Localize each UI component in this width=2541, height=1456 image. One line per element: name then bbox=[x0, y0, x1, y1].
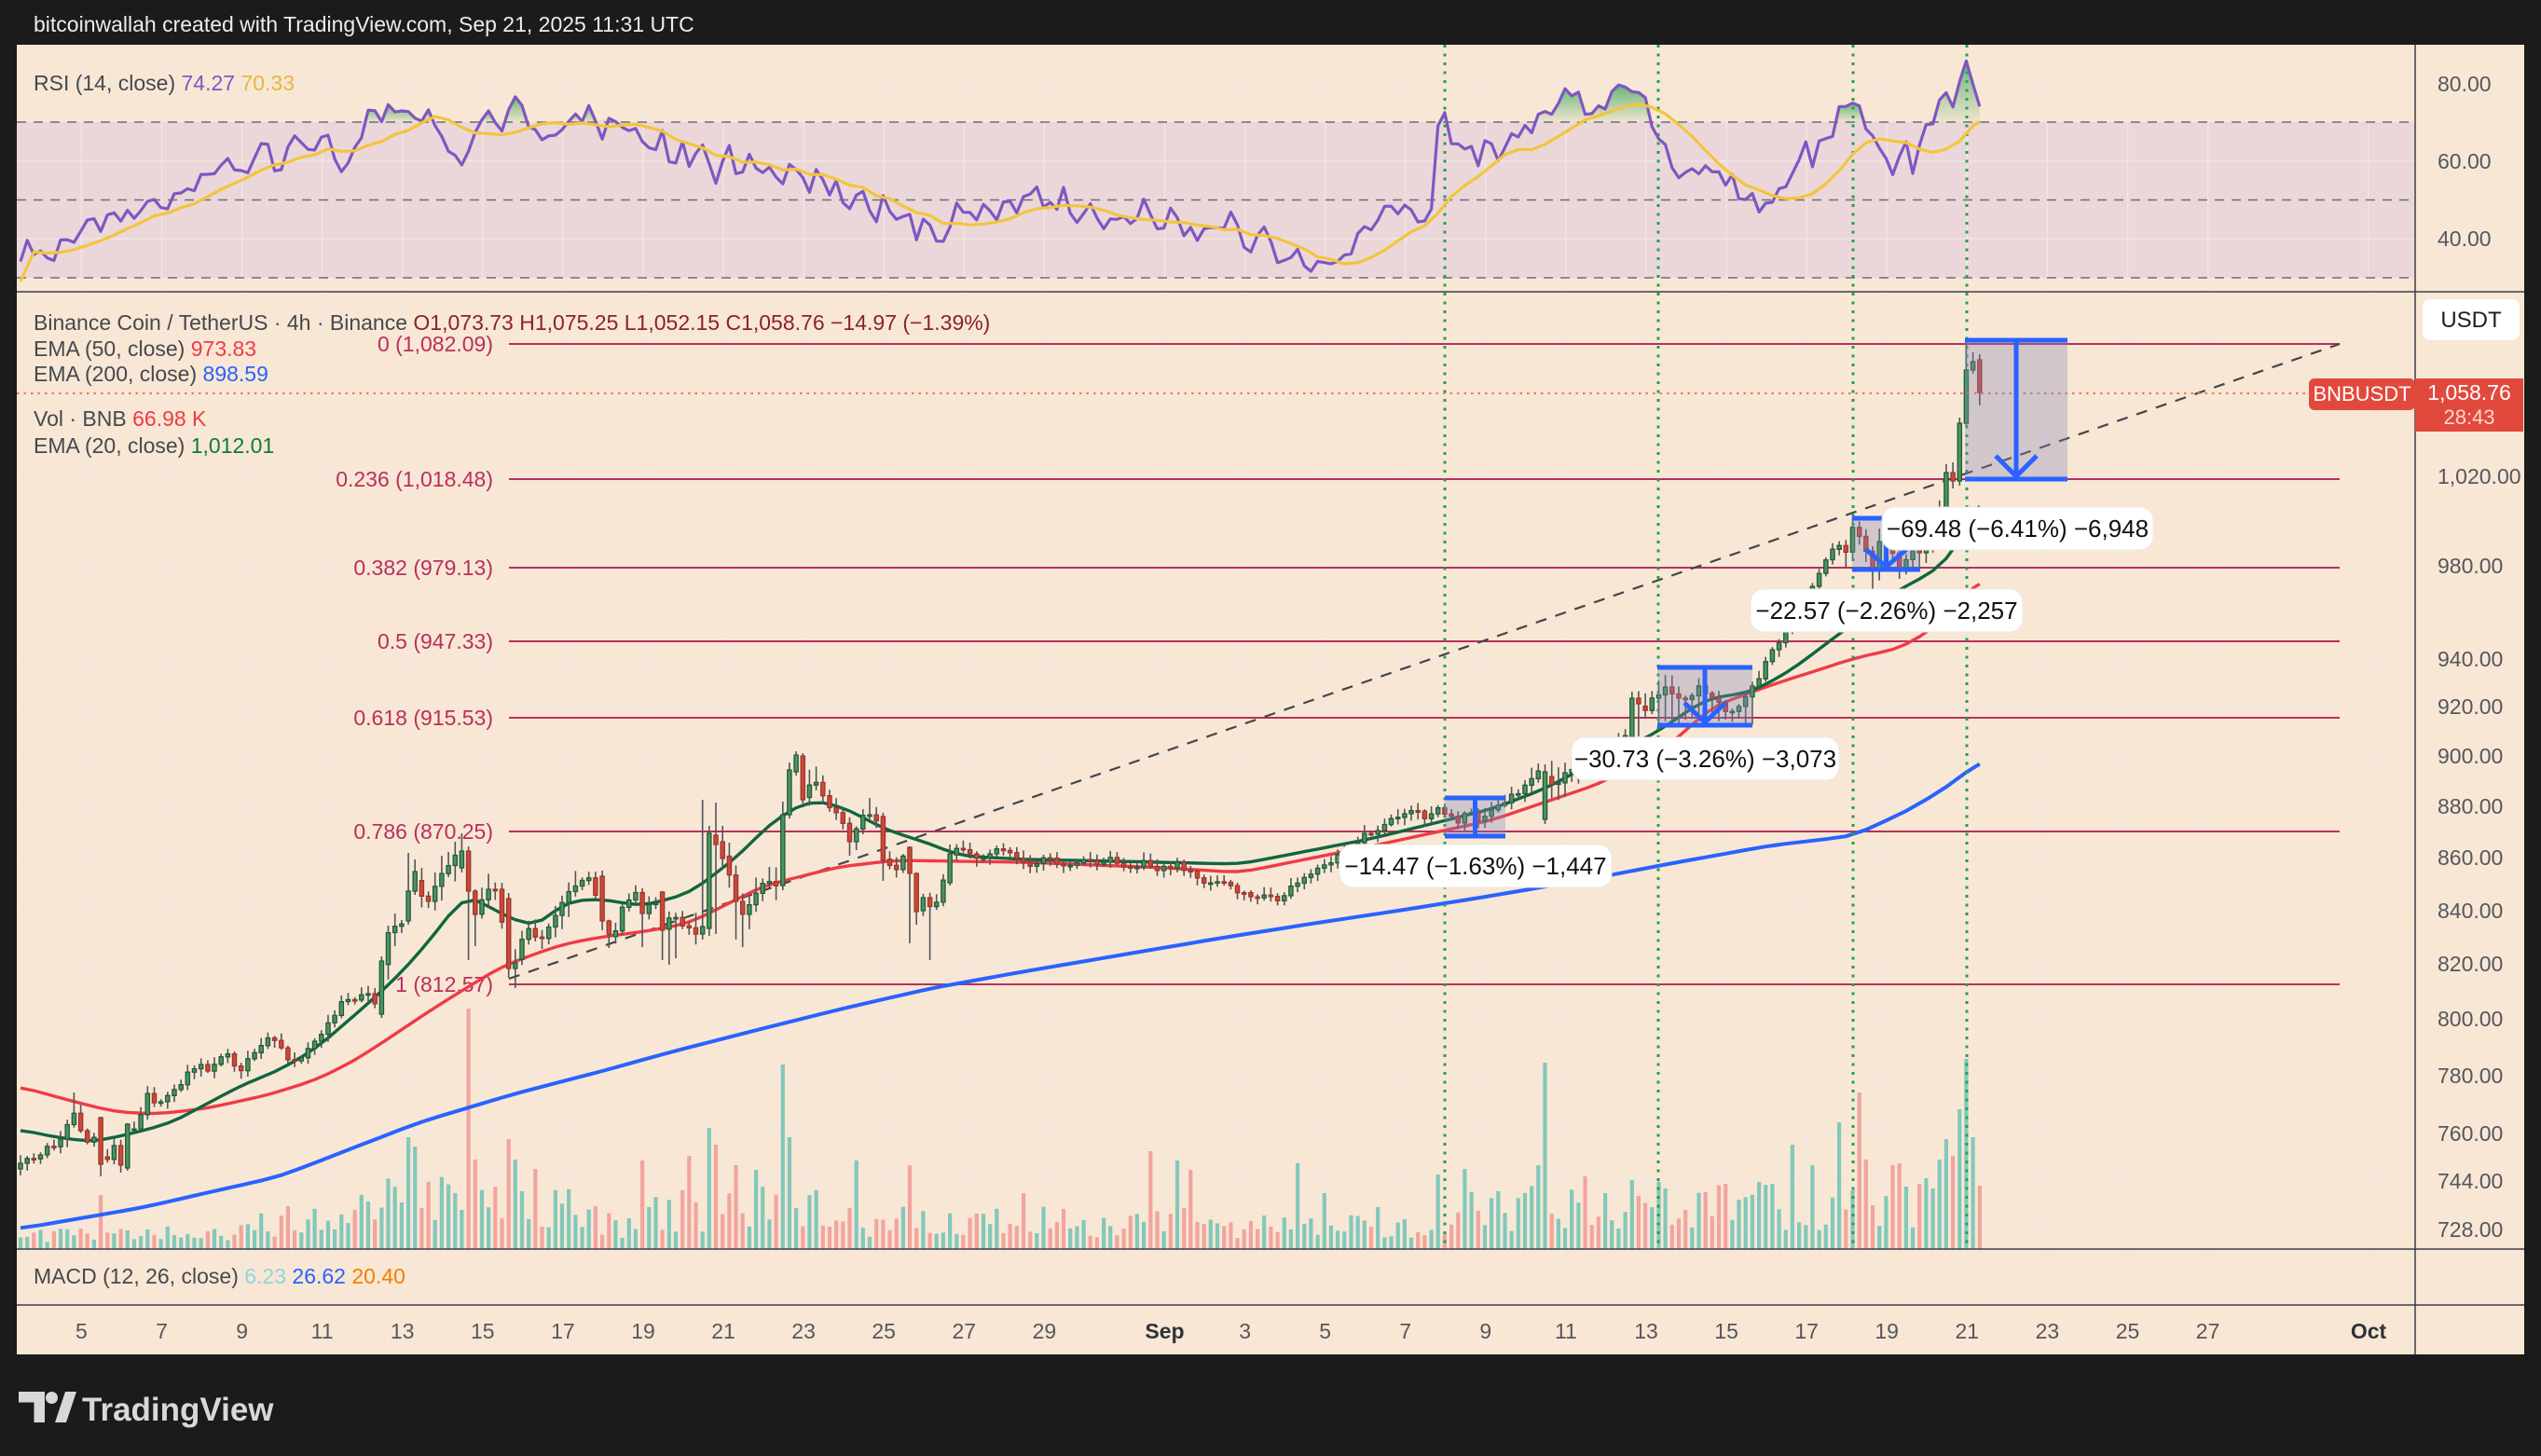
svg-text:920.00: 920.00 bbox=[2438, 694, 2503, 719]
svg-text:EMA (20, close) 1,012.01: EMA (20, close) 1,012.01 bbox=[34, 433, 274, 458]
svg-text:MACD (12, 26, close) 6.23 26: MACD (12, 26, close) 6.23 26.62 20.40 bbox=[34, 1264, 405, 1288]
svg-text:800.00: 800.00 bbox=[2438, 1007, 2503, 1031]
svg-text:29: 29 bbox=[1033, 1319, 1057, 1343]
svg-text:15: 15 bbox=[471, 1319, 495, 1343]
svg-text:0.236 (1,018.48): 0.236 (1,018.48) bbox=[336, 467, 493, 491]
svg-text:−69.48 (−6.41%) −6,948: −69.48 (−6.41%) −6,948 bbox=[1887, 515, 2149, 543]
svg-text:25: 25 bbox=[2116, 1319, 2140, 1343]
svg-text:40.00: 40.00 bbox=[2438, 227, 2492, 251]
svg-text:−14.47 (−1.63%) −1,447: −14.47 (−1.63%) −1,447 bbox=[1344, 852, 1606, 880]
svg-text:17: 17 bbox=[551, 1319, 575, 1343]
svg-text:940.00: 940.00 bbox=[2438, 647, 2503, 671]
svg-text:1 (812.57): 1 (812.57) bbox=[395, 972, 493, 996]
svg-text:780.00: 780.00 bbox=[2438, 1064, 2503, 1088]
svg-text:760.00: 760.00 bbox=[2438, 1121, 2503, 1146]
svg-text:13: 13 bbox=[1634, 1319, 1658, 1343]
svg-text:Vol · BNB 66.98 K: Vol · BNB 66.98 K bbox=[34, 406, 207, 431]
svg-text:5: 5 bbox=[1319, 1319, 1331, 1343]
svg-text:5: 5 bbox=[76, 1319, 88, 1343]
svg-text:21: 21 bbox=[711, 1319, 735, 1343]
svg-text:0.786 (870.25): 0.786 (870.25) bbox=[353, 819, 493, 844]
svg-text:880.00: 880.00 bbox=[2438, 794, 2503, 818]
svg-text:0.618 (915.53): 0.618 (915.53) bbox=[353, 706, 493, 730]
svg-text:3: 3 bbox=[1239, 1319, 1251, 1343]
svg-text:27: 27 bbox=[953, 1319, 977, 1343]
svg-text:80.00: 80.00 bbox=[2438, 72, 2492, 96]
svg-text:13: 13 bbox=[391, 1319, 415, 1343]
svg-text:0 (1,082.09): 0 (1,082.09) bbox=[378, 332, 493, 356]
svg-text:BNBUSDT: BNBUSDT bbox=[2313, 382, 2411, 405]
svg-text:11: 11 bbox=[1555, 1319, 1577, 1343]
svg-text:0.382 (979.13): 0.382 (979.13) bbox=[353, 556, 493, 580]
svg-text:744.00: 744.00 bbox=[2438, 1169, 2503, 1193]
svg-text:0.5 (947.33): 0.5 (947.33) bbox=[378, 629, 493, 653]
svg-text:RSI (14, close) 74.27 70.33: RSI (14, close) 74.27 70.33 bbox=[34, 71, 295, 95]
svg-text:11: 11 bbox=[311, 1319, 334, 1343]
svg-text:EMA (50, close) 973.83: EMA (50, close) 973.83 bbox=[34, 337, 256, 361]
svg-text:820.00: 820.00 bbox=[2438, 952, 2503, 976]
svg-text:19: 19 bbox=[631, 1319, 655, 1343]
svg-text:15: 15 bbox=[1714, 1319, 1738, 1343]
svg-text:7: 7 bbox=[156, 1319, 168, 1343]
svg-text:980.00: 980.00 bbox=[2438, 554, 2503, 578]
svg-text:60.00: 60.00 bbox=[2438, 149, 2492, 173]
svg-text:27: 27 bbox=[2196, 1319, 2220, 1343]
svg-text:1,020.00: 1,020.00 bbox=[2438, 464, 2521, 488]
svg-text:TradingView: TradingView bbox=[82, 1392, 274, 1428]
svg-text:23: 23 bbox=[2036, 1319, 2060, 1343]
svg-text:−30.73 (−3.26%) −3,073: −30.73 (−3.26%) −3,073 bbox=[1574, 745, 1836, 773]
svg-text:28:43: 28:43 bbox=[2443, 405, 2494, 429]
svg-text:25: 25 bbox=[872, 1319, 896, 1343]
svg-text:7: 7 bbox=[1399, 1319, 1411, 1343]
svg-text:Oct: Oct bbox=[2351, 1319, 2387, 1343]
svg-text:728.00: 728.00 bbox=[2438, 1217, 2503, 1242]
svg-text:17: 17 bbox=[1794, 1319, 1819, 1343]
svg-text:1,058.76: 1,058.76 bbox=[2427, 380, 2511, 405]
svg-text:−22.57 (−2.26%) −2,257: −22.57 (−2.26%) −2,257 bbox=[1755, 597, 2017, 625]
svg-text:21: 21 bbox=[1956, 1319, 1980, 1343]
svg-text:Binance Coin / TetherUS · 4h ·: Binance Coin / TetherUS · 4h · Binance O… bbox=[34, 310, 990, 335]
svg-text:Sep: Sep bbox=[1145, 1319, 1184, 1343]
svg-text:9: 9 bbox=[1479, 1319, 1491, 1343]
svg-text:USDT: USDT bbox=[2440, 308, 2502, 333]
svg-text:19: 19 bbox=[1875, 1319, 1899, 1343]
svg-text:900.00: 900.00 bbox=[2438, 744, 2503, 768]
svg-text:EMA (200, close) 898.59: EMA (200, close) 898.59 bbox=[34, 362, 268, 386]
svg-text:840.00: 840.00 bbox=[2438, 899, 2503, 923]
svg-text:860.00: 860.00 bbox=[2438, 845, 2503, 870]
svg-text:bitcoinwallah created with Tra: bitcoinwallah created with TradingView.c… bbox=[34, 12, 694, 36]
svg-text:23: 23 bbox=[791, 1319, 816, 1343]
svg-text:9: 9 bbox=[236, 1319, 248, 1343]
